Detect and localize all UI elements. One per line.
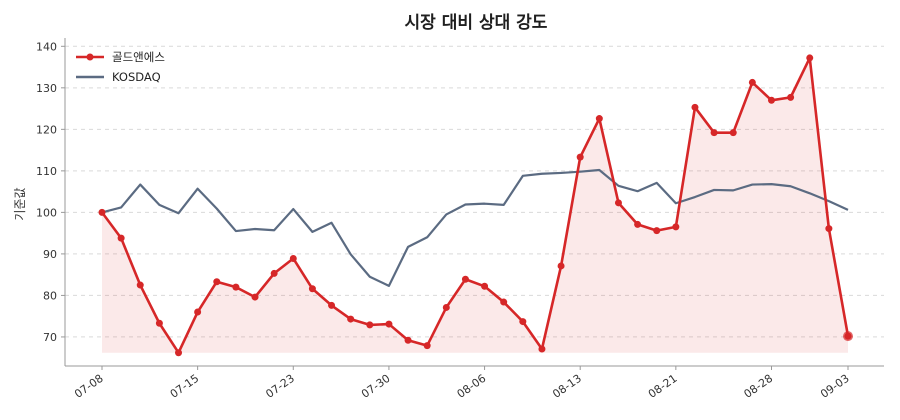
legend: 골드앤에스 KOSDAQ: [76, 50, 165, 84]
series-1-point-28: [634, 220, 642, 228]
series-1-point-37: [806, 54, 814, 62]
y-axis-label: 기준값: [13, 187, 27, 220]
series-1-point-2: [136, 281, 144, 289]
y-tick-label-80: 80: [43, 289, 57, 302]
series-1-point-33: [729, 129, 737, 137]
x-tick-label-08-13: 08-13: [550, 372, 584, 401]
x-tick-label-08-21: 08-21: [646, 372, 680, 401]
series-1-point-19: [461, 275, 469, 283]
series-1-point-6: [213, 278, 221, 286]
series-1-point-9: [270, 269, 278, 277]
series-1-point-11: [308, 285, 316, 293]
y-axis-ticks: 70 80 90 100 110 120 130 140: [36, 40, 65, 344]
series-1-point-21: [500, 298, 508, 306]
series-1-point-0: [98, 208, 106, 216]
series-1-point-30: [672, 223, 680, 231]
series-1-point-3: [155, 319, 163, 327]
series-1-area-fill: [102, 57, 848, 353]
series-1-point-14: [366, 321, 374, 329]
series-1-point-13: [347, 315, 355, 323]
y-tick-label-100: 100: [36, 206, 57, 219]
series-1-point-23: [538, 345, 546, 353]
series-1-point-8: [251, 293, 259, 301]
legend-label-series-1: 골드앤에스: [112, 50, 165, 64]
series-1-point-10: [289, 254, 297, 262]
y-tick-label-120: 120: [36, 123, 57, 136]
x-tick-label-07-15: 07-15: [168, 372, 202, 401]
y-tick-label-90: 90: [43, 248, 57, 261]
x-tick-label-07-23: 07-23: [263, 372, 297, 401]
x-tick-label-07-30: 07-30: [359, 372, 393, 401]
series-1-point-20: [481, 282, 489, 290]
legend-marker-series-1: [86, 53, 94, 61]
series-1-point-5: [194, 308, 202, 316]
plot-area: [98, 54, 853, 357]
y-tick-label-70: 70: [43, 331, 57, 344]
series-2-line: [101, 168, 849, 287]
series-1-point-7: [232, 283, 240, 291]
y-tick-label-140: 140: [36, 40, 57, 53]
series-1-point-4: [175, 349, 183, 357]
legend-label-series-2: KOSDAQ: [112, 70, 161, 84]
series-1-line: [100, 56, 850, 355]
x-tick-label-09-03: 09-03: [818, 372, 852, 401]
y-tick-label-130: 130: [36, 82, 57, 95]
series-1-point-22: [519, 318, 527, 326]
series-1-point-31: [691, 103, 699, 111]
series-1-point-12: [328, 301, 336, 309]
grid-lines: [65, 45, 884, 338]
axes: [64, 38, 884, 367]
series-1-point-36: [787, 93, 795, 101]
series-1-point-34: [748, 78, 756, 86]
series-1-point-25: [576, 153, 584, 161]
series-1-point-26: [595, 115, 603, 123]
series-1-point-15: [385, 320, 393, 328]
series-1-point-1: [117, 234, 125, 242]
x-tick-label-08-06: 08-06: [455, 372, 489, 401]
series-1-point-16: [404, 336, 412, 344]
series-1-point-24: [557, 262, 565, 270]
series-1-point-18: [442, 303, 450, 311]
x-tick-label-08-28: 08-28: [742, 372, 776, 401]
series-1-point-27: [614, 199, 622, 207]
series-1-point-17: [423, 342, 431, 350]
series-1-point-35: [767, 96, 775, 104]
series-1-last-point-highlight: [843, 331, 853, 342]
series-1-point-29: [653, 227, 661, 235]
series-1-point-32: [710, 129, 718, 137]
x-axis-ticks: 07-08 07-15 07-23 07-30 08-06 08-13 08-21 08-28…: [72, 366, 852, 401]
x-tick-label-07-08: 07-08: [72, 372, 106, 401]
series-1-point-38: [825, 225, 833, 233]
y-tick-label-110: 110: [36, 165, 57, 178]
chart-title: 시장 대비 상대 강도: [405, 13, 548, 33]
